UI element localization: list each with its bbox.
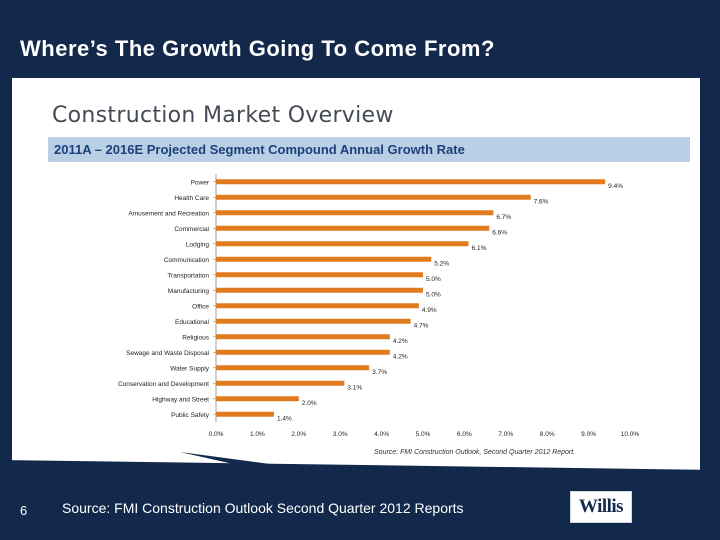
data-label: 4.9% xyxy=(422,307,437,314)
data-label: 4.2% xyxy=(393,338,408,345)
slide-title: Where’s The Growth Going To Come From? xyxy=(20,36,495,61)
x-tick-label: 8.0% xyxy=(540,431,555,438)
category-label: Sewage and Waste Disposal xyxy=(126,350,209,357)
bar xyxy=(216,303,419,309)
bar xyxy=(216,241,469,247)
category-label: Water Supply xyxy=(170,365,210,372)
data-label: 9.4% xyxy=(608,183,623,190)
data-label: 2.0% xyxy=(302,400,317,407)
bar xyxy=(216,396,299,402)
logo-text: Willis xyxy=(578,496,624,517)
slide-number: 6 xyxy=(20,503,28,518)
data-label: 1.4% xyxy=(277,415,292,422)
category-label: Office xyxy=(192,303,209,310)
data-label: 4.2% xyxy=(393,353,408,360)
bar xyxy=(216,318,411,324)
bar xyxy=(216,210,494,216)
category-label: Health Care xyxy=(174,195,209,202)
category-label: Manufacturing xyxy=(168,288,210,295)
x-tick-label: 5.0% xyxy=(416,431,431,438)
category-label: Educational xyxy=(175,319,210,326)
bar xyxy=(216,349,390,355)
bar xyxy=(216,256,432,262)
x-tick-label: 7.0% xyxy=(498,431,513,438)
bar xyxy=(216,225,490,231)
x-tick-label: 4.0% xyxy=(374,431,389,438)
chart-source-note: Source: FMI Construction Outlook, Second… xyxy=(374,449,576,456)
category-label: Communication xyxy=(164,257,210,264)
footer-source: Source: FMI Construction Outlook Second … xyxy=(62,500,464,516)
bar xyxy=(216,411,274,417)
data-label: 7.6% xyxy=(534,198,549,205)
category-label: Religious xyxy=(182,334,209,341)
x-tick-label: 3.0% xyxy=(333,431,348,438)
category-label: Highway and Street xyxy=(152,396,209,403)
bar xyxy=(216,194,531,200)
right-frame xyxy=(700,78,720,470)
category-label: Public Safety xyxy=(171,412,210,419)
slide-header xyxy=(0,0,720,78)
x-tick-label: 9.0% xyxy=(581,431,596,438)
bar xyxy=(216,179,606,185)
data-label: 5.2% xyxy=(434,260,449,267)
x-tick-label: 2.0% xyxy=(291,431,306,438)
data-label: 6.1% xyxy=(472,245,487,252)
chart-subtitle: 2011A – 2016E Projected Segment Compound… xyxy=(48,137,690,162)
data-label: 3.1% xyxy=(347,384,362,391)
category-label: Commercial xyxy=(174,226,209,233)
x-tick-label: 6.0% xyxy=(457,431,472,438)
category-label: Conservation and Development xyxy=(118,381,209,388)
category-label: Amusement and Recreation xyxy=(128,210,209,217)
x-tick-label: 1.0% xyxy=(250,431,265,438)
data-label: 4.7% xyxy=(414,322,429,329)
bar xyxy=(216,272,423,278)
data-label: 3.7% xyxy=(372,369,387,376)
willis-logo: Willis xyxy=(570,491,632,523)
x-tick-label: 10.0% xyxy=(621,431,640,438)
data-label: 5.0% xyxy=(426,276,441,283)
bar xyxy=(216,287,423,293)
left-frame xyxy=(0,78,12,470)
chart-title: Construction Market Overview xyxy=(52,103,394,128)
x-tick-label: 0.0% xyxy=(209,431,224,438)
category-label: Transportation xyxy=(167,272,209,279)
category-label: Lodging xyxy=(186,241,210,248)
bar xyxy=(216,380,345,386)
data-label: 5.0% xyxy=(426,291,441,298)
category-label: Power xyxy=(191,179,210,186)
data-label: 6.6% xyxy=(492,229,507,236)
bar xyxy=(216,365,370,371)
bar xyxy=(216,334,390,340)
data-label: 6.7% xyxy=(496,214,511,221)
